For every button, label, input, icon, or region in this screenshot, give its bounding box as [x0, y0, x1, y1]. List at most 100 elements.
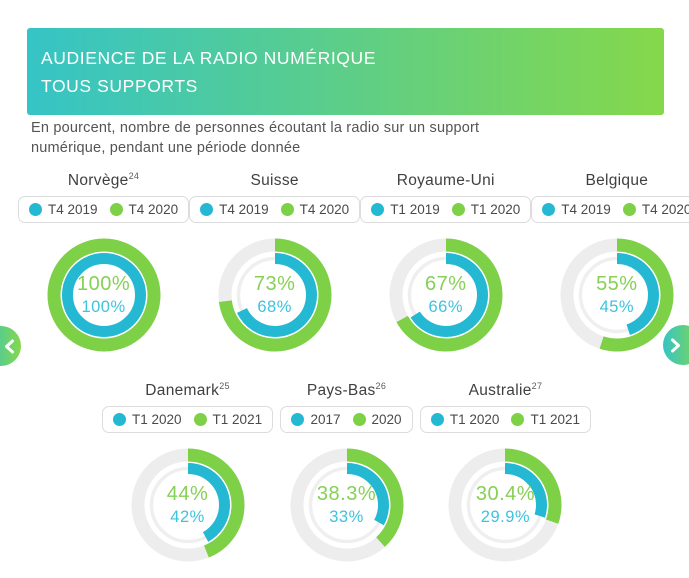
country-name: Belgique	[585, 172, 649, 190]
legend-label-period1: T1 2020	[449, 412, 500, 427]
legend-label-period2: T1 2021	[530, 412, 580, 427]
country-title: Norvège24	[68, 171, 139, 192]
country-panel-belgique: Belgique T4 2019 T4 2020 55% 45%	[531, 171, 689, 353]
legend: T4 2019 T4 2020	[18, 196, 190, 223]
legend-dot-period2	[622, 203, 636, 216]
value-period2: 67%	[424, 273, 467, 295]
chart-subtitle: En pourcent, nombre de personnes écoutan…	[31, 118, 631, 158]
legend-label-period2: 2020	[371, 412, 402, 427]
value-period2: 44%	[166, 483, 209, 505]
country-panel-danemark: Danemark25 T1 2020 T1 2021 44% 42%	[102, 381, 274, 563]
footnote-ref: 27	[531, 381, 543, 391]
legend-dot-period2	[511, 413, 525, 426]
footnote-ref: 24	[128, 171, 140, 181]
country-name: Australie	[468, 382, 532, 400]
subtitle-line1: En pourcent, nombre de personnes écoutan…	[31, 120, 480, 136]
donut-chart: 100% 100%	[46, 237, 162, 353]
donut-rings	[560, 238, 674, 352]
donut-values: 100% 100%	[46, 237, 162, 353]
legend-dot-period2	[109, 203, 123, 216]
legend-label-period1: 2017	[310, 412, 341, 427]
donut-rings	[218, 238, 332, 352]
donut-chart: 67% 66%	[388, 237, 504, 353]
country-name: Royaume-Uni	[396, 172, 495, 190]
legend-label-period2: T4 2020	[641, 202, 689, 217]
donut-row-2: Danemark25 T1 2020 T1 2021 44% 42% Pays-…	[102, 381, 591, 563]
legend-dot-period2	[352, 413, 366, 426]
country-panel-suisse: Suisse T4 2019 T4 2020 73% 68%	[189, 171, 361, 353]
legend-dot-period1	[29, 203, 42, 216]
legend: T1 2020 T1 2021	[419, 406, 591, 433]
page-title-line2: TOUS SUPPORTS	[41, 76, 198, 96]
legend-label-period1: T1 2020	[132, 412, 182, 427]
country-panel-australie: Australie27 T1 2020 T1 2021 30.4% 29.9%	[419, 381, 591, 563]
value-period1: 45%	[599, 298, 635, 316]
legend-dot-period2	[193, 413, 207, 426]
country-name: Suisse	[250, 172, 299, 190]
legend-label-period2: T4 2020	[299, 202, 350, 217]
donut-values: 73% 68%	[217, 237, 333, 353]
donut-chart: 30.4% 29.9%	[447, 447, 563, 563]
legend: T4 2019 T4 2020	[189, 196, 361, 223]
donut-rings	[448, 448, 562, 562]
country-title: Pays-Bas26	[307, 381, 386, 402]
legend-dot-period1	[430, 413, 444, 426]
footnote-ref: 25	[219, 381, 230, 391]
legend-dot-period2	[280, 203, 294, 216]
donut-row-1: Norvège24 T4 2019 T4 2020 100% 100% Suis…	[18, 171, 689, 353]
footnote-ref: 26	[375, 381, 387, 391]
legend-dot-period1	[291, 413, 305, 426]
value-period2: 38.3%	[316, 483, 377, 505]
value-period2: 30.4%	[475, 483, 536, 505]
legend-label-period1: T4 2019	[219, 202, 269, 217]
legend: T1 2019 T1 2020	[360, 196, 532, 223]
legend-dot-period1	[371, 203, 385, 216]
legend: 2017 2020	[280, 406, 413, 433]
country-title: Australie27	[469, 381, 543, 402]
legend-dot-period2	[451, 203, 465, 216]
value-period1: 68%	[257, 298, 292, 316]
country-panel-pays-bas: Pays-Bas26 2017 2020 38.3% 33%	[273, 381, 420, 563]
donut-rings	[47, 238, 161, 352]
legend: T4 2019 T4 2020	[531, 196, 689, 223]
country-name: Pays-Bas	[306, 382, 376, 400]
value-period1: 100%	[81, 298, 126, 316]
legend-label-period1: T4 2019	[561, 202, 611, 217]
donut-rings	[290, 448, 403, 562]
legend-dot-period1	[113, 413, 126, 426]
country-panel-royaume-uni: Royaume-Uni T1 2019 T1 2020 67% 66%	[360, 171, 532, 353]
value-period2: 73%	[253, 273, 296, 295]
donut-rings	[389, 238, 503, 352]
donut-chart: 55% 45%	[559, 237, 675, 353]
country-title: Suisse	[250, 171, 298, 192]
country-title: Danemark25	[145, 381, 230, 402]
chevron-left-icon	[5, 339, 14, 354]
legend-label-period1: T1 2019	[390, 202, 440, 217]
legend-label-period2: T4 2020	[128, 202, 179, 217]
chevron-right-icon	[671, 338, 680, 353]
country-panel-norvege: Norvège24 T4 2019 T4 2020 100% 100%	[18, 171, 190, 353]
donut-chart: 44% 42%	[130, 447, 246, 563]
prev-arrow-button[interactable]	[0, 326, 21, 366]
legend-label-period1: T4 2019	[48, 202, 98, 217]
value-period2: 55%	[596, 273, 638, 295]
donut-values: 30.4% 29.9%	[447, 447, 563, 563]
donut-chart: 73% 68%	[217, 237, 333, 353]
country-name: Norvège	[67, 172, 129, 190]
page-title-line1: AUDIENCE DE LA RADIO NUMÉRIQUE	[41, 48, 376, 68]
donut-values: 55% 45%	[559, 237, 675, 353]
value-period1: 33%	[329, 508, 364, 526]
donut-chart: 38.3% 33%	[289, 447, 405, 563]
next-arrow-button[interactable]	[663, 325, 689, 365]
legend-label-period2: T1 2021	[212, 412, 263, 427]
legend: T1 2020 T1 2021	[102, 406, 274, 433]
subtitle-line2: numérique, pendant une période donnée	[31, 140, 301, 156]
legend-dot-period1	[542, 203, 556, 216]
value-period1: 29.9%	[480, 508, 531, 526]
legend-dot-period1	[200, 203, 214, 216]
value-period1: 42%	[170, 508, 205, 526]
donut-values: 67% 66%	[388, 237, 504, 353]
header-band: AUDIENCE DE LA RADIO NUMÉRIQUE TOUS SUPP…	[27, 28, 664, 115]
country-title: Belgique	[585, 171, 648, 192]
